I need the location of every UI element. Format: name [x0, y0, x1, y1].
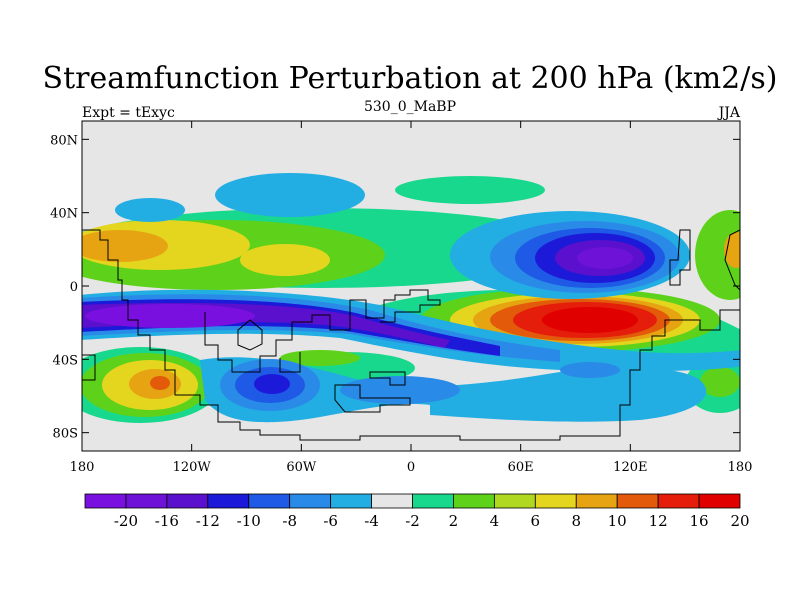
colorbar-label: -2	[405, 512, 420, 530]
colorbar-label: -6	[323, 512, 338, 530]
asia-minimum-16	[577, 247, 633, 269]
map-panel	[82, 121, 740, 451]
latitude-axis: 80N 40N 0 40S 80S	[50, 133, 740, 442]
longitude-axis: 180 120W 60W 0 60E 120E 180	[70, 121, 753, 475]
x-tick-label: 60E	[508, 460, 534, 475]
south-atlantic-negative	[340, 376, 460, 404]
y-tick-label: 80S	[53, 427, 78, 442]
colorbar-swatch	[248, 493, 291, 509]
y-tick-label: 40S	[53, 353, 78, 368]
colorbar-swatch	[371, 493, 413, 509]
colorbar-swatch	[207, 493, 250, 509]
east-edge-orange	[724, 232, 740, 268]
colorbar-swatch	[616, 493, 659, 509]
x-tick-label: 180	[70, 460, 95, 475]
colorbar-swatch	[289, 493, 332, 509]
north-central-yellow	[240, 244, 330, 276]
colorbar-label: 20	[730, 512, 749, 530]
north-blue-patch-2	[215, 173, 365, 217]
colorbar-swatch	[330, 493, 372, 509]
colorbar-swatch	[125, 493, 168, 509]
x-tick-label: 180	[728, 460, 753, 475]
south-pacific-max	[150, 376, 170, 390]
colorbar-label: 16	[690, 512, 709, 530]
y-tick-label: 40N	[50, 207, 78, 222]
colorbar-label: 4	[490, 512, 500, 530]
colorbar-swatch	[166, 493, 209, 509]
season-label: JJA	[717, 105, 741, 121]
y-tick-label: 80N	[50, 133, 78, 148]
x-tick-label: 60W	[286, 460, 317, 475]
colorbar-label: -10	[237, 512, 261, 530]
colorbar-swatch	[412, 493, 454, 509]
colorbar-swatch	[657, 493, 700, 509]
colorbar-label: 10	[608, 512, 627, 530]
colorbar-label: 6	[531, 512, 541, 530]
color-legend: -20 -16 -12 -10 -8 -6 -4 -2 2 4 6 8 10 12 16 20	[84, 493, 750, 530]
southeast-lobe-inner	[700, 367, 740, 397]
colorbar-swatch	[698, 493, 741, 509]
colorbar-label: 12	[649, 512, 668, 530]
colorbar-label: 2	[449, 512, 459, 530]
colorbar-swatch	[493, 493, 536, 509]
x-tick-label: 120E	[613, 460, 647, 475]
colorbar-label: -12	[196, 512, 220, 530]
continent-outlines	[82, 229, 740, 441]
north-pacific-orange	[82, 230, 168, 262]
colorbar-swatch	[534, 493, 577, 509]
north-patch	[395, 176, 545, 204]
colorbar-label: 8	[571, 512, 581, 530]
indian-ocean-max	[542, 307, 638, 333]
y-tick-label: 0	[70, 280, 78, 295]
x-tick-label: 0	[407, 460, 415, 475]
colorbar-label: -4	[364, 512, 379, 530]
x-tick-label: 120W	[173, 460, 212, 475]
colorbar-label: -8	[282, 512, 297, 530]
colorbar-swatch	[453, 493, 495, 509]
south-america-minimum-10	[254, 374, 290, 394]
case-label: 530_0_MaBP	[364, 99, 456, 115]
colorbar-label: -16	[155, 512, 179, 530]
southern-indian-minimum	[560, 362, 620, 378]
tropical-minimum	[85, 304, 255, 328]
page-title: Streamfunction Perturbation at 200 hPa (…	[43, 61, 778, 96]
negative-contours	[82, 173, 740, 423]
east-edge-green	[695, 210, 740, 300]
north-blue-patch-1	[115, 198, 185, 222]
colorbar-label: -20	[114, 512, 138, 530]
experiment-label: Expt = tExyc	[82, 105, 175, 121]
colorbar-swatch	[84, 493, 127, 509]
colorbar-swatch	[575, 493, 618, 509]
